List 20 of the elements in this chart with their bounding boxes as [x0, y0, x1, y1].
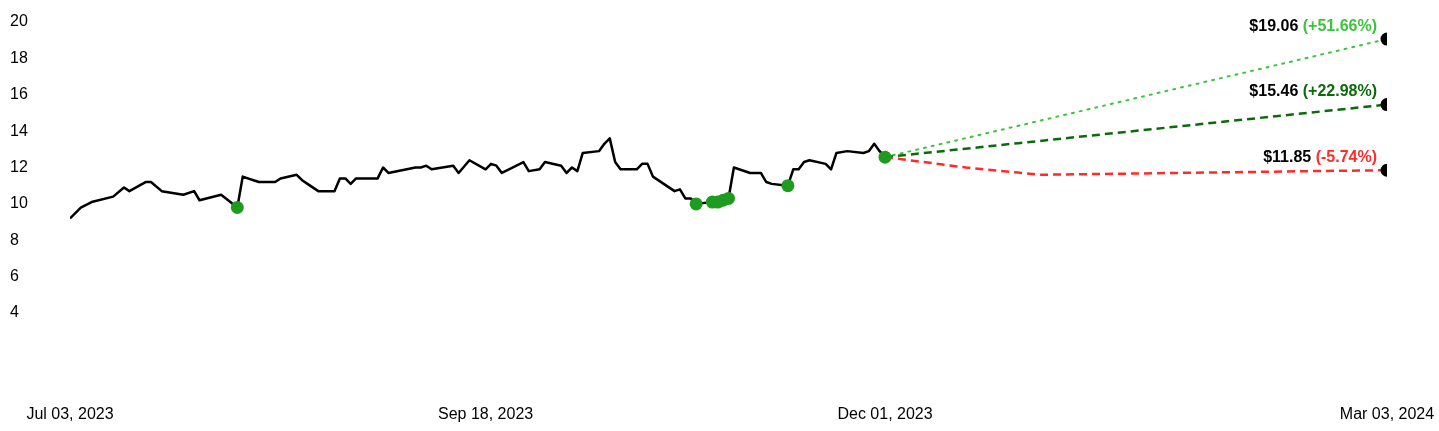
y-tick-label: 6	[10, 267, 19, 285]
x-tick-label: Mar 03, 2024	[1339, 405, 1435, 423]
y-tick-label: 4	[10, 303, 19, 321]
data-label: $19.06 (+51.66%)	[1249, 16, 1377, 34]
x-tick-label: Jul 03, 2023	[26, 405, 114, 423]
point	[781, 179, 795, 193]
x-tick-label: Sep 18, 2023	[438, 405, 534, 423]
point	[878, 150, 892, 164]
point	[722, 191, 735, 205]
y-tick-label: 16	[10, 85, 28, 103]
data-label: $11.85 (-5.74%)	[1263, 147, 1378, 165]
data-label: $15.46 (+22.98%)	[1249, 81, 1377, 99]
y-tick-label: 18	[10, 48, 28, 66]
y-tick-label: 8	[10, 230, 19, 248]
x-tick-label: Dec 01, 2023	[837, 405, 933, 423]
y-tick-label: 14	[10, 121, 28, 139]
y-tick-label: 12	[10, 157, 28, 175]
point	[689, 197, 703, 211]
y-tick-label: 20	[10, 12, 28, 30]
y-tick-label: 10	[10, 194, 28, 212]
